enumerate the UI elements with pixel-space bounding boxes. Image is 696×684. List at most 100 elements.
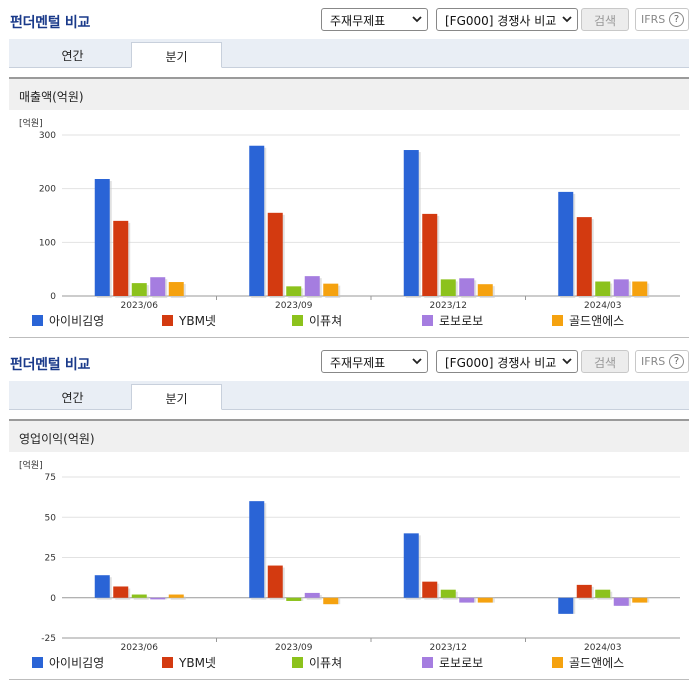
- bar-2-1[interactable]: [113, 220, 129, 296]
- revenue-bar-chart: [억원] 0 100 200 300 2023/06 2023/09 2023/12 2024/…: [19, 117, 680, 310]
- bar-5-2[interactable]: [323, 597, 339, 605]
- y-tick-label: 300: [39, 131, 56, 141]
- bar-3-3[interactable]: [440, 279, 456, 296]
- bar-1-2[interactable]: [249, 145, 265, 296]
- ifrs-help-button[interactable]: IFRS ?: [635, 8, 689, 31]
- x-tick-label: 2024/03: [584, 301, 621, 310]
- y-tick-label: 200: [39, 185, 56, 195]
- bar-2-3[interactable]: [422, 213, 438, 296]
- question-icon: ?: [669, 354, 684, 369]
- y-tick-label: 0: [50, 594, 56, 604]
- bar-1-1[interactable]: [94, 179, 110, 296]
- bar-3-4[interactable]: [595, 281, 611, 296]
- bar-4-1[interactable]: [150, 597, 166, 600]
- legend-label: 이퓨쳐: [309, 314, 343, 328]
- x-tick-label: 2023/09: [275, 643, 313, 652]
- bar-1-3[interactable]: [403, 533, 419, 598]
- bar-3-3[interactable]: [440, 589, 456, 598]
- bar-2-3[interactable]: [422, 581, 438, 598]
- tab-quarterly[interactable]: 분기: [131, 384, 222, 410]
- bar-1-2[interactable]: [249, 501, 265, 598]
- ifrs-label: IFRS: [641, 13, 666, 26]
- bar-4-3[interactable]: [459, 597, 475, 603]
- bar-shadow: [133, 596, 149, 600]
- bar-shadow: [170, 596, 186, 600]
- y-axis-label: [억원]: [19, 459, 43, 471]
- legend-swatch: [32, 657, 43, 668]
- y-tick-label: 50: [45, 513, 57, 523]
- bar-3-1[interactable]: [131, 594, 147, 598]
- legend-swatch: [162, 315, 173, 326]
- legend-label: YBM넷: [179, 656, 216, 670]
- legend-swatch: [552, 657, 563, 668]
- compare-select-value: [FG000] 경쟁사 비교: [445, 14, 557, 28]
- x-tick-label: 2024/03: [584, 643, 621, 652]
- panel-header: 펀더멘털 비교 주재무제표 [FG000] 경쟁사 비교 검색 IFRS ?: [0, 0, 696, 38]
- bar-5-2[interactable]: [323, 283, 339, 296]
- ifrs-label: IFRS: [641, 355, 666, 368]
- chevron-down-icon: [562, 358, 572, 365]
- bar-3-4[interactable]: [595, 589, 611, 598]
- search-button[interactable]: 검색: [581, 350, 629, 373]
- bar-4-4[interactable]: [613, 279, 629, 296]
- bar-1-1[interactable]: [94, 575, 110, 598]
- tab-annual[interactable]: 연간: [61, 49, 84, 63]
- panel-title: 펀더멘털 비교: [10, 357, 91, 373]
- bar-5-1[interactable]: [168, 282, 184, 296]
- bar-4-1[interactable]: [150, 277, 166, 296]
- bar-4-3[interactable]: [459, 278, 475, 296]
- panel-title: 펀더멘털 비교: [10, 15, 91, 31]
- y-tick-label: 0: [50, 292, 56, 302]
- bar-3-2[interactable]: [286, 286, 302, 296]
- section-title: 매출액(억원): [9, 77, 689, 110]
- statement-select[interactable]: 주재무제표: [321, 8, 428, 31]
- legend-swatch: [292, 657, 303, 668]
- bar-2-4[interactable]: [576, 217, 592, 296]
- bar-5-4[interactable]: [632, 597, 648, 603]
- bar-2-1[interactable]: [113, 586, 129, 598]
- tab-quarterly[interactable]: 분기: [131, 42, 222, 68]
- legend-label: 로보로보: [439, 314, 484, 328]
- statement-select-value: 주재무제표: [330, 356, 386, 370]
- bar-2-2[interactable]: [267, 565, 283, 598]
- y-tick-label: 25: [45, 554, 56, 564]
- bar-1-4[interactable]: [558, 191, 574, 296]
- legend-label: 아이비김영: [49, 314, 105, 328]
- bar-4-2[interactable]: [304, 276, 320, 296]
- divider: [9, 337, 689, 338]
- bar-5-3[interactable]: [477, 284, 493, 296]
- compare-select[interactable]: [FG000] 경쟁사 비교: [436, 350, 578, 373]
- tab-annual[interactable]: 연간: [61, 391, 84, 405]
- x-tick-label: 2023/12: [430, 301, 467, 310]
- compare-select[interactable]: [FG000] 경쟁사 비교: [436, 8, 578, 31]
- legend-swatch: [292, 315, 303, 326]
- chart-legend: 아이비김영 YBM넷 이퓨쳐 로보로보 골드앤에스: [0, 654, 696, 672]
- x-tick-label: 2023/06: [121, 301, 159, 310]
- x-tick-label: 2023/12: [430, 643, 467, 652]
- bar-1-3[interactable]: [403, 150, 419, 296]
- bar-5-3[interactable]: [477, 597, 493, 603]
- bar-4-2[interactable]: [304, 592, 320, 598]
- bar-4-4[interactable]: [613, 597, 629, 606]
- legend-label: YBM넷: [179, 314, 216, 328]
- bar-5-1[interactable]: [168, 594, 184, 598]
- chevron-down-icon: [412, 16, 422, 23]
- fundamental-panel-revenue: 펀더멘털 비교 주재무제표 [FG000] 경쟁사 비교 검색 IFRS ? 연…: [0, 0, 696, 338]
- bar-3-2[interactable]: [286, 597, 302, 601]
- ifrs-help-button[interactable]: IFRS ?: [635, 350, 689, 373]
- bar-2-2[interactable]: [267, 212, 283, 296]
- search-button[interactable]: 검색: [581, 8, 629, 31]
- statement-select[interactable]: 주재무제표: [321, 350, 428, 373]
- bar-2-4[interactable]: [576, 584, 592, 598]
- section-title: 영업이익(억원): [9, 419, 689, 452]
- legend-label: 골드앤에스: [569, 314, 625, 328]
- bar-5-4[interactable]: [632, 281, 648, 296]
- legend-swatch: [422, 657, 433, 668]
- y-tick-label: -25: [41, 634, 56, 644]
- question-icon: ?: [669, 12, 684, 27]
- panel-header: 펀더멘털 비교 주재무제표 [FG000] 경쟁사 비교 검색 IFRS ?: [0, 342, 696, 380]
- bar-3-1[interactable]: [131, 283, 147, 296]
- divider: [9, 679, 689, 680]
- bar-1-4[interactable]: [558, 597, 574, 614]
- period-tabbar: 연간 분기: [9, 381, 689, 410]
